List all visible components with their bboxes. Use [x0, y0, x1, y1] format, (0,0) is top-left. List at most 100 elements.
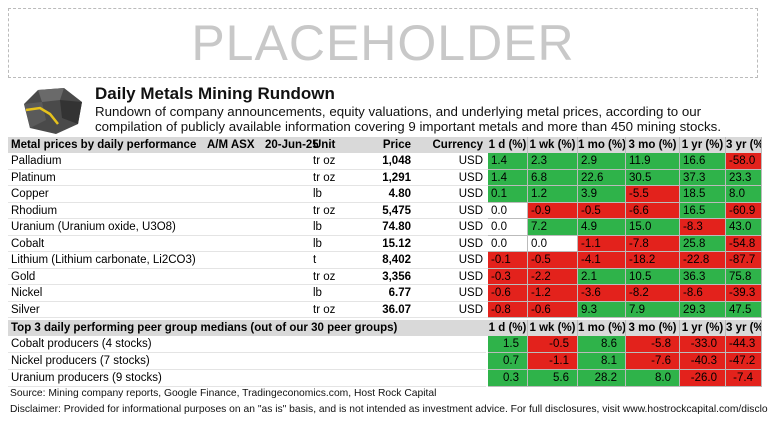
row-bg [8, 219, 488, 236]
pct-cell: 6.8 [528, 169, 578, 186]
pct-cell: 43.0 [726, 219, 762, 236]
source: Source: Mining company reports, Google F… [10, 388, 437, 399]
title: Daily Metals Mining Rundown [95, 84, 335, 103]
unit: lb [313, 188, 322, 200]
pct-cell: 2.1 [578, 268, 626, 285]
pct-cell: 15.0 [626, 219, 680, 236]
pct-cell: -0.9 [528, 202, 578, 219]
pct-cell: -3.6 [578, 285, 626, 302]
column-header: 1 d (%) [488, 320, 528, 336]
column-header: 1 yr (%) [680, 137, 726, 153]
pct-cell: 2.9 [578, 153, 626, 170]
placeholder-banner: PLACEHOLDER [8, 8, 758, 78]
column-header: 1 wk (%) [528, 137, 578, 153]
metal-name: Platinum [11, 171, 56, 184]
pct-cell: 29.3 [680, 301, 726, 318]
price: 8,402 [382, 254, 411, 266]
pct-cell: -0.6 [528, 301, 578, 318]
price: 5,475 [382, 204, 411, 217]
pct-cell: 9.3 [578, 301, 626, 318]
pct-cell: 18.5 [680, 186, 726, 203]
column-header: 1 d (%) [488, 137, 528, 153]
row-bg [8, 236, 488, 252]
pct-cell: -4.1 [578, 252, 626, 269]
pct-cell: 25.8 [680, 235, 726, 252]
row-bg [8, 252, 488, 269]
row-bg [8, 170, 488, 186]
column-header: 3 yr (%) [726, 320, 762, 336]
pct-cell: 10.5 [626, 268, 680, 285]
unit: lb [313, 237, 322, 250]
currency: USD [458, 221, 483, 233]
currency: USD [458, 254, 483, 266]
pct-cell: 0.7 [488, 353, 528, 370]
column-header: 3 mo (%) [626, 320, 680, 336]
pct-cell: 7.9 [626, 301, 680, 318]
pct-cell: -33.0 [680, 336, 726, 353]
pct-cell: 8.1 [578, 353, 626, 370]
pct-cell: 0.3 [488, 370, 528, 387]
pct-cell: -44.3 [726, 336, 762, 353]
pct-cell: -39.3 [726, 285, 762, 302]
pct-cell: 2.3 [528, 153, 578, 170]
row-bg [8, 186, 488, 203]
pct-cell: 1.5 [488, 336, 528, 353]
column-header: A/M ASX [207, 139, 255, 151]
price: 6.77 [388, 287, 411, 299]
unit: tr oz [313, 303, 336, 316]
peer-name: Cobalt producers (4 stocks) [8, 336, 486, 353]
description: Rundown of company announcements, equity… [95, 104, 722, 134]
column-header: 20-Jun-25 [265, 139, 318, 151]
pct-cell: 1.4 [488, 169, 528, 186]
price: 1,048 [382, 155, 411, 167]
price: 15.12 [382, 237, 411, 250]
table: Metal prices by daily performance A/M ASX… [8, 137, 762, 388]
pct-cell: 30.5 [626, 169, 680, 186]
metal-name: Silver [11, 303, 40, 316]
column-header: Unit [313, 139, 336, 151]
pct-cell: 75.8 [726, 268, 762, 285]
pct-cell: -18.2 [626, 252, 680, 269]
currency: USD [458, 303, 483, 316]
column-header: 1 wk (%) [528, 320, 578, 336]
pct-cell: -5.8 [626, 336, 680, 353]
column-header: 1 mo (%) [578, 320, 626, 336]
pct-cell: 1.2 [528, 186, 578, 203]
pct-cell: -8.6 [680, 285, 726, 302]
metal-name: Palladium [11, 155, 62, 167]
row-bg [8, 285, 488, 302]
row-bg [8, 203, 488, 219]
pct-cell: -0.1 [488, 252, 528, 269]
pct-cell: -0.5 [578, 202, 626, 219]
disclaimer: Disclaimer: Provided for informational p… [10, 404, 768, 415]
pct-cell: -54.8 [726, 235, 762, 252]
currency: USD [458, 188, 483, 200]
currency: USD [458, 270, 483, 283]
unit: lb [313, 287, 322, 299]
peer-name: Uranium producers (9 stocks) [8, 370, 486, 387]
pct-cell: -7.4 [726, 370, 762, 387]
metal-name: Nickel [11, 287, 43, 299]
pct-cell: 22.6 [578, 169, 626, 186]
currency: USD [458, 237, 483, 250]
metal-name: Rhodium [11, 204, 58, 217]
pct-cell: -26.0 [680, 370, 726, 387]
metal-name: Copper [11, 188, 49, 200]
pct-cell: 11.9 [626, 153, 680, 170]
pct-cell: -7.6 [626, 353, 680, 370]
unit: t [313, 254, 317, 266]
pct-cell: -0.3 [488, 268, 528, 285]
column-header: Metal prices by daily performance [11, 139, 197, 151]
pct-cell: -1.1 [578, 235, 626, 252]
pct-cell: -1.2 [528, 285, 578, 302]
pct-cell: -87.7 [726, 252, 762, 269]
price: 3,356 [382, 270, 411, 283]
rock-icon [24, 88, 82, 134]
pct-cell: -0.8 [488, 301, 528, 318]
column-header: 1 mo (%) [578, 137, 626, 153]
section-header: Top 3 daily performing peer group median… [11, 322, 398, 334]
pct-cell: -58.0 [726, 153, 762, 170]
pct-cell: 8.0 [726, 186, 762, 203]
pct-cell: -60.9 [726, 202, 762, 219]
